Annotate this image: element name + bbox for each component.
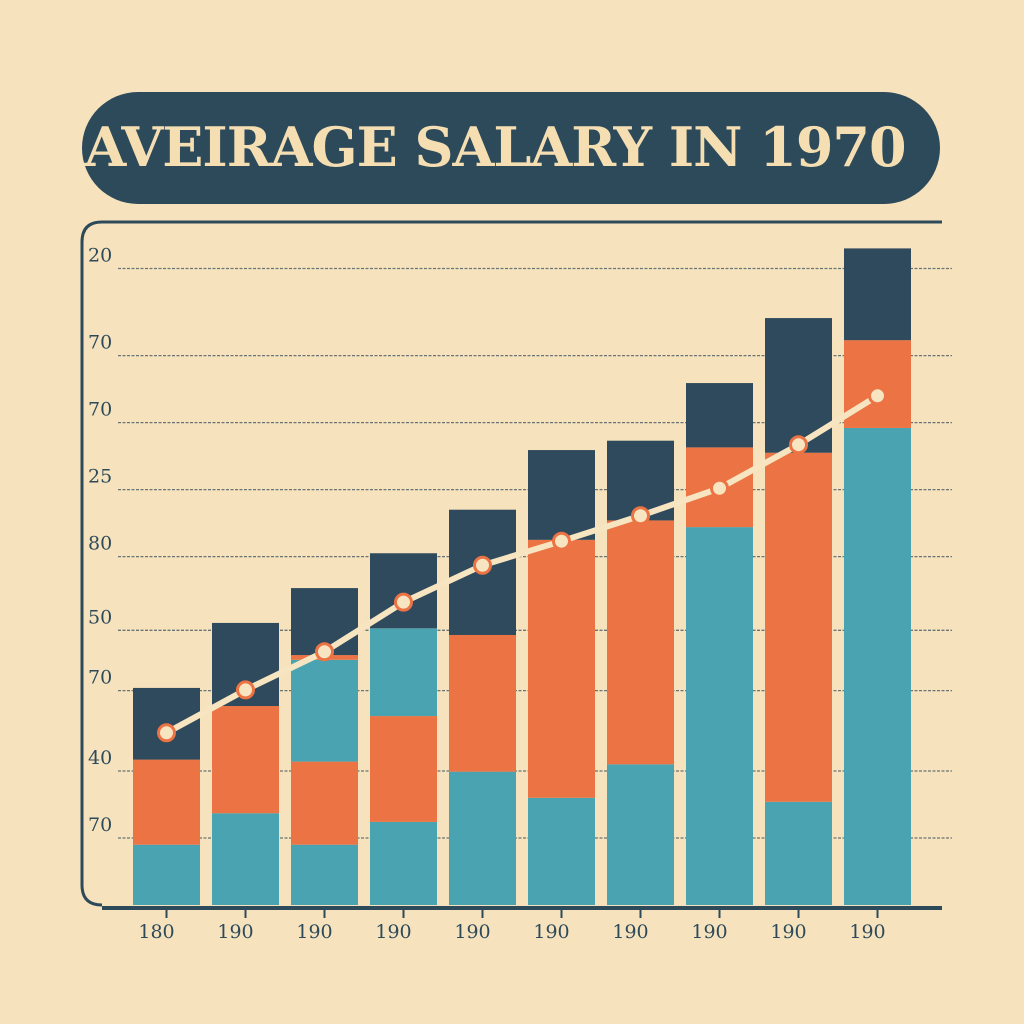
bar-segment — [844, 248, 911, 341]
x-tick-label: 190 — [533, 921, 569, 943]
x-tick-label: 190 — [375, 921, 411, 943]
bar-segment — [212, 813, 279, 905]
x-tick-label: 190 — [296, 921, 332, 943]
trend-point — [868, 386, 887, 406]
x-tick-label: 190 — [612, 921, 648, 943]
y-tick-label: 70 — [88, 814, 112, 836]
trend-point — [710, 478, 729, 498]
trend-line — [165, 393, 880, 736]
x-tick-label: 190 — [217, 921, 253, 943]
bar-segment — [528, 450, 595, 540]
bar-segment — [449, 771, 516, 905]
plot-frame — [80, 220, 942, 907]
bar-segment — [370, 821, 437, 905]
y-tick-label: 80 — [88, 533, 112, 555]
chart-title: AVEIRAGE SALARY IN 1970 — [83, 115, 905, 179]
bar-segment — [844, 340, 911, 428]
bar-segment — [291, 659, 358, 762]
bar-segment — [291, 844, 358, 905]
trend-point — [789, 435, 808, 455]
trend-point — [473, 555, 492, 575]
trend-point — [157, 723, 176, 743]
bar-segment — [607, 520, 674, 765]
bar-segment — [686, 383, 753, 448]
bar-segment — [844, 427, 911, 905]
x-tick-label: 190 — [770, 921, 806, 943]
bar-segment — [765, 801, 832, 905]
bar-segment — [370, 628, 437, 717]
trend-point — [631, 506, 650, 526]
bar-segment — [607, 764, 674, 905]
bar-segment — [291, 761, 358, 845]
x-tick-label: 190 — [454, 921, 490, 943]
bar-segment — [686, 527, 753, 905]
y-tick-label: 70 — [88, 667, 112, 689]
trend-point — [236, 680, 255, 700]
bar-segment — [528, 797, 595, 905]
bar-segment — [765, 452, 832, 802]
y-tick-label: 40 — [88, 747, 112, 769]
bar-segment — [528, 539, 595, 798]
y-tick-label: 50 — [88, 606, 112, 628]
bar-segment — [133, 759, 200, 845]
bar-segment — [212, 706, 279, 814]
trend-point — [394, 592, 413, 612]
bar-segment — [449, 634, 516, 772]
bar-segment — [370, 716, 437, 822]
trend-point — [552, 531, 571, 551]
x-tick-label: 190 — [691, 921, 727, 943]
y-tick-label: 70 — [88, 399, 112, 421]
title-banner — [82, 92, 940, 204]
y-tick-label: 25 — [88, 466, 112, 488]
bar-segment — [133, 844, 200, 905]
y-tick-label: 20 — [88, 245, 112, 267]
trend-point — [315, 642, 334, 662]
y-tick-label: 70 — [88, 332, 112, 354]
x-tick-label: 180 — [138, 921, 174, 943]
x-tick-label: 190 — [849, 921, 885, 943]
